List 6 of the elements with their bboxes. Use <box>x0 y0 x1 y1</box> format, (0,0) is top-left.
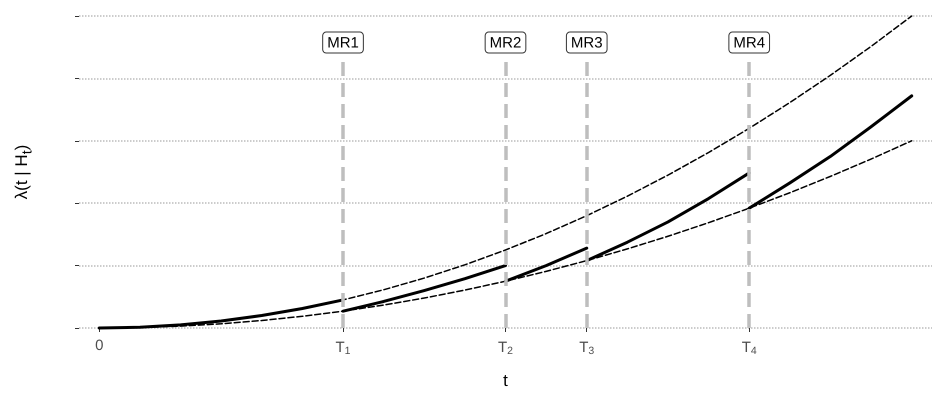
ref-line-label: MR4 <box>733 34 766 52</box>
x-tick-label: 0 <box>95 337 104 354</box>
ref-line-label: MR2 <box>490 34 522 52</box>
ref-line-label: MR3 <box>570 34 603 52</box>
x-axis-title: t <box>503 371 508 390</box>
ref-line-label: MR1 <box>327 34 359 52</box>
